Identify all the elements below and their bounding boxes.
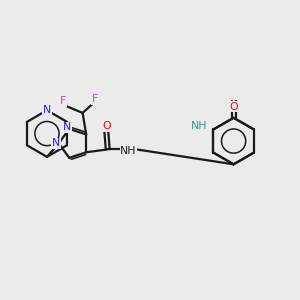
Text: N: N — [63, 122, 71, 132]
Text: NH: NH — [120, 146, 137, 156]
Text: F: F — [92, 94, 98, 104]
Text: N: N — [43, 105, 51, 115]
Text: N: N — [52, 138, 60, 148]
Text: F: F — [60, 96, 67, 106]
Text: O: O — [102, 121, 111, 131]
Text: NH: NH — [191, 121, 208, 131]
Text: O: O — [229, 101, 238, 112]
